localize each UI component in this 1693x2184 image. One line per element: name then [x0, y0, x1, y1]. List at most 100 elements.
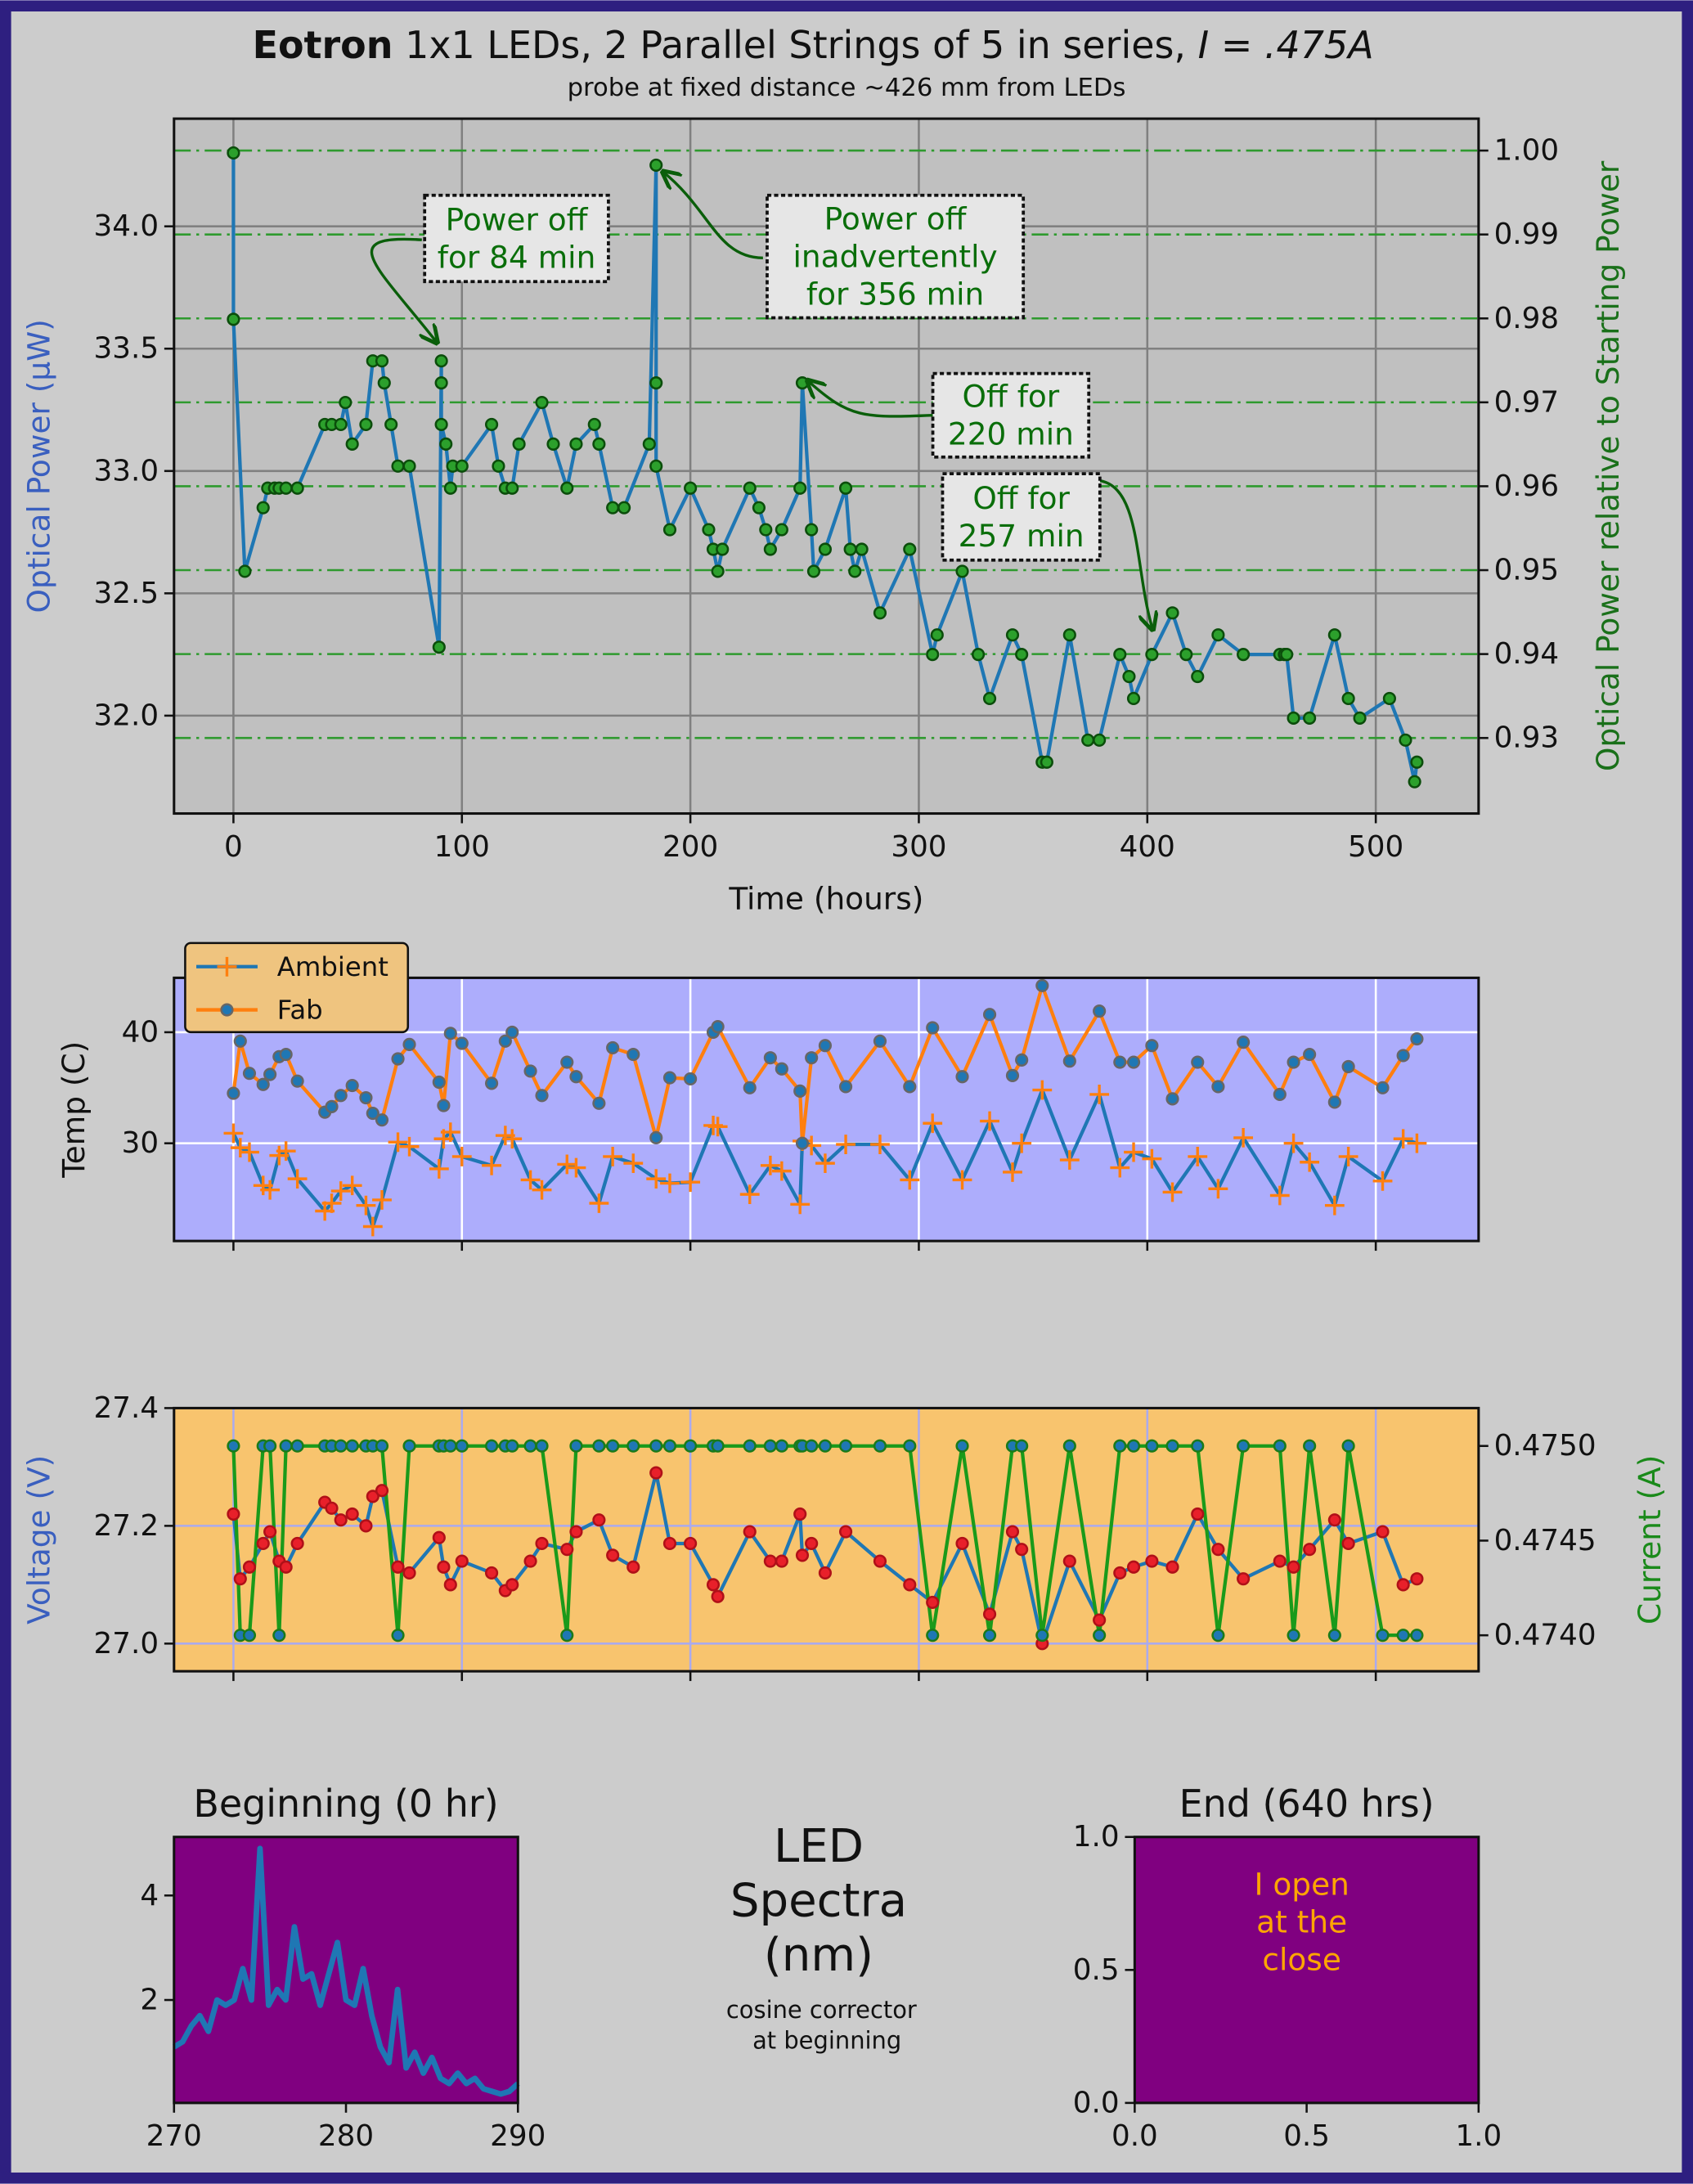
data-point [1191, 669, 1205, 684]
data-point [242, 1067, 257, 1081]
data-point [707, 1117, 728, 1137]
data-point [233, 1034, 247, 1048]
y2-tick-label: 0.94 [1494, 637, 1560, 671]
data-point [238, 564, 252, 578]
data-point [649, 158, 663, 173]
data-point [626, 1047, 640, 1062]
data-point [1341, 1536, 1355, 1551]
data-point [1327, 1629, 1341, 1642]
data-point [1165, 1092, 1179, 1106]
data-point [900, 1170, 920, 1190]
data-point [795, 1136, 810, 1150]
data-point [1208, 1179, 1228, 1199]
data-point [1287, 1560, 1300, 1574]
data-point [1059, 1150, 1080, 1170]
data-point [1280, 648, 1294, 662]
data-point [1124, 1142, 1143, 1162]
data-point [903, 1578, 917, 1592]
data-point [1093, 1629, 1107, 1642]
data-point [1303, 1543, 1317, 1557]
data-point [402, 1037, 416, 1051]
data-point [606, 1439, 620, 1453]
data-point [272, 1629, 286, 1642]
y2-tick-label: 0.93 [1494, 721, 1560, 755]
data-point [716, 542, 730, 556]
data-point [377, 376, 391, 390]
data-point [818, 1039, 833, 1053]
data-point [649, 1439, 663, 1453]
data-point [434, 376, 448, 390]
y2-tick-label: 0.4745 [1494, 1524, 1596, 1557]
data-point [836, 1135, 855, 1154]
data-point [1126, 1439, 1141, 1453]
data-point [437, 1099, 451, 1112]
data-point [330, 1181, 351, 1201]
data-point [1273, 1087, 1287, 1102]
data-point [569, 1439, 583, 1453]
data-point [1015, 648, 1029, 662]
annotation-box [766, 193, 1026, 320]
data-point [532, 1180, 552, 1200]
data-point [227, 1439, 240, 1453]
data-point [1237, 1439, 1251, 1453]
data-point [1165, 606, 1179, 620]
data-point [569, 437, 583, 451]
data-point [662, 523, 677, 537]
x-axis-label: Time (hours) [728, 880, 923, 916]
data-point [684, 1536, 698, 1551]
data-point [763, 1439, 777, 1453]
panel-title: LED [774, 1820, 864, 1873]
data-point [606, 1040, 620, 1055]
y-tick-label: 1.0 [1073, 1820, 1120, 1854]
data-point [1162, 1182, 1183, 1202]
annotation-text: close [1262, 1942, 1340, 1978]
data-point [434, 354, 448, 368]
annotation-arrow [662, 172, 763, 260]
data-point [434, 417, 448, 432]
data-point [1062, 1554, 1076, 1568]
data-point [1122, 669, 1136, 684]
data-point [805, 523, 819, 537]
data-point [1145, 1439, 1159, 1453]
data-point [339, 395, 353, 410]
data-point [391, 1629, 405, 1642]
y-tick-label: 32.0 [93, 699, 159, 732]
annotation-text: at the [1256, 1904, 1347, 1940]
data-point [743, 1439, 757, 1453]
data-point [375, 1113, 389, 1127]
data-point [873, 606, 887, 620]
data-point [1303, 711, 1317, 725]
data-point [795, 1548, 810, 1562]
data-point [484, 1439, 499, 1453]
x-tick-label: 280 [318, 2119, 374, 2153]
data-point [1035, 1629, 1049, 1642]
data-point [926, 1021, 940, 1035]
data-point [1382, 691, 1396, 706]
data-point [763, 1554, 777, 1568]
data-point [1300, 1152, 1320, 1172]
y2-tick-label: 0.96 [1494, 470, 1560, 503]
data-point [603, 1147, 623, 1166]
y-tick-label: 0.0 [1073, 2086, 1120, 2119]
x-tick-label: 300 [891, 830, 946, 864]
y2-tick-label: 0.4750 [1494, 1429, 1596, 1463]
data-point [1376, 1081, 1390, 1094]
data-point [345, 1439, 359, 1453]
data-point [1211, 1080, 1225, 1094]
y-axis-label: Voltage (V) [21, 1455, 57, 1625]
data-point [484, 1076, 499, 1090]
data-point [955, 1070, 969, 1084]
annotation-text: Power off [446, 202, 589, 238]
data-point [321, 1193, 342, 1213]
data-point [402, 459, 416, 473]
data-point [1410, 1572, 1424, 1586]
data-point [646, 1169, 667, 1189]
data-point [592, 1439, 606, 1453]
x-tick-label: 0 [224, 830, 243, 864]
data-point [279, 1047, 293, 1062]
data-point [775, 1554, 788, 1568]
data-point [290, 1536, 304, 1551]
data-point [1015, 1439, 1029, 1453]
data-point [1126, 1560, 1141, 1574]
